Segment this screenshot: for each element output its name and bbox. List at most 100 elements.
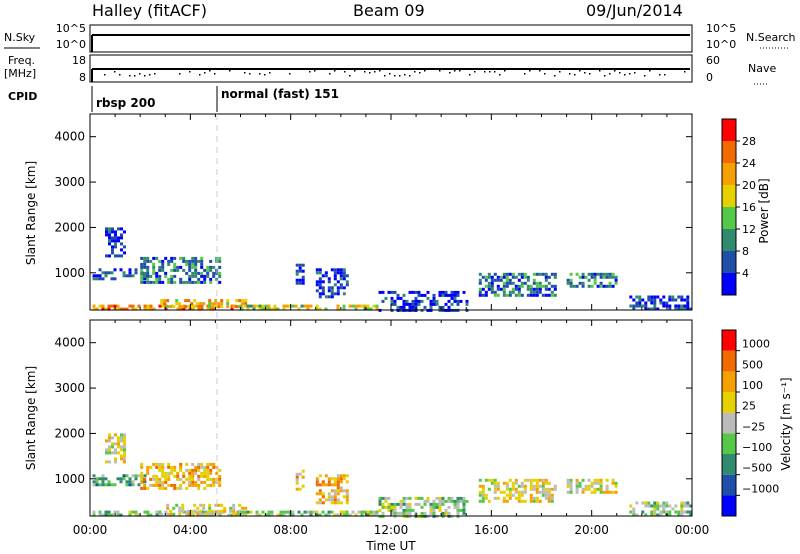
echo-cell: [550, 272, 554, 276]
echo-cell: [134, 271, 138, 275]
echo-cell: [396, 296, 400, 300]
echo-cell: [396, 502, 400, 506]
echo-cell: [447, 511, 451, 515]
echo-cell: [164, 307, 168, 311]
echo-cell: [98, 268, 102, 272]
echo-cell: [432, 499, 436, 503]
echo-cell: [104, 510, 108, 514]
echo-cell: [155, 280, 159, 284]
nave-dot: [649, 70, 651, 72]
echo-cell: [336, 477, 340, 481]
echo-cell: [220, 305, 224, 309]
echo-cell: [677, 513, 681, 517]
freq-unit: [MHz]: [4, 67, 36, 80]
echo-cell: [535, 487, 539, 491]
echo-cell: [285, 304, 289, 308]
echo-cell: [677, 307, 681, 311]
echo-cell: [327, 295, 331, 299]
echo-cell: [541, 272, 545, 276]
echo-cell: [131, 274, 135, 278]
echo-cell: [214, 299, 218, 303]
echo-cell: [345, 513, 349, 517]
echo-cell: [119, 268, 123, 272]
echo-cell: [447, 293, 451, 297]
echo-cell: [462, 496, 466, 500]
echo-cell: [161, 483, 165, 487]
echo-cell: [408, 496, 412, 500]
echo-cell: [182, 474, 186, 478]
echo-cell: [188, 262, 192, 266]
nave-dot: [624, 74, 626, 76]
echo-cell: [238, 299, 242, 303]
nave-dot: [259, 73, 261, 75]
echo-cell: [185, 486, 189, 490]
nave-dot: [354, 70, 356, 72]
echo-cell: [638, 295, 642, 299]
echo-cell: [632, 307, 636, 311]
echo-cell: [396, 293, 400, 297]
echo-cell: [632, 513, 636, 517]
echo-cell: [155, 510, 159, 514]
echo-region: [566, 478, 618, 494]
echo-cell: [155, 480, 159, 484]
echo-cell: [140, 274, 144, 278]
echo-cell: [535, 281, 539, 285]
echo-cell: [614, 278, 618, 282]
nsearch-label: N.Search: [746, 31, 796, 44]
echo-cell: [390, 508, 394, 512]
echo-cell: [393, 302, 397, 306]
echo-cell: [538, 499, 542, 503]
echo-cell: [677, 295, 681, 299]
echo-cell: [441, 499, 445, 503]
echo-cell: [333, 292, 337, 296]
colorbar-segment: [722, 229, 736, 251]
nave-dot: [439, 70, 441, 72]
echo-cell: [108, 239, 111, 243]
echo-cell: [584, 275, 588, 279]
nave-dot: [189, 71, 191, 73]
echo-cell: [517, 293, 521, 297]
echo-cell: [590, 275, 594, 279]
echo-cell: [255, 304, 259, 308]
echo-cell: [264, 304, 268, 308]
echo-cell: [644, 304, 648, 308]
echo-cell: [324, 513, 328, 517]
echo-cell: [641, 304, 645, 308]
echo-cell: [351, 304, 355, 308]
echo-cell: [481, 275, 485, 279]
echo-cell: [505, 484, 509, 488]
echo-cell: [517, 290, 521, 294]
echo-cell: [541, 284, 545, 288]
echo-cell: [547, 275, 551, 279]
echo-cell: [197, 468, 201, 472]
echo-cell: [647, 298, 651, 302]
echo-cell: [206, 471, 210, 475]
echo-cell: [387, 502, 391, 506]
echo-cell: [342, 286, 346, 290]
echo-cell: [212, 483, 216, 487]
echo-cell: [336, 501, 340, 505]
echo-cell: [170, 268, 174, 272]
echo-cell: [384, 505, 388, 509]
echo-cell: [108, 227, 111, 231]
echo-cell: [244, 506, 248, 510]
echo-cell: [318, 268, 322, 272]
echo-cell: [104, 274, 108, 278]
echo-cell: [143, 262, 147, 266]
echo-cell: [120, 248, 123, 252]
echo-cell: [517, 499, 521, 503]
echo-cell: [315, 477, 319, 481]
echo-cell: [478, 272, 482, 276]
echo-cell: [599, 484, 603, 488]
echo-cell: [194, 262, 198, 266]
colorbar-tick-label: 8: [742, 245, 749, 258]
echo-cell: [209, 483, 213, 487]
echo-cell: [345, 510, 349, 514]
echo-cell: [288, 513, 292, 517]
nave-dot: [684, 71, 686, 73]
echo-cell: [143, 474, 147, 478]
echo-cell: [535, 284, 539, 288]
echo-cell: [405, 299, 409, 303]
echo-cell: [134, 513, 138, 517]
echo-cell: [191, 471, 195, 475]
